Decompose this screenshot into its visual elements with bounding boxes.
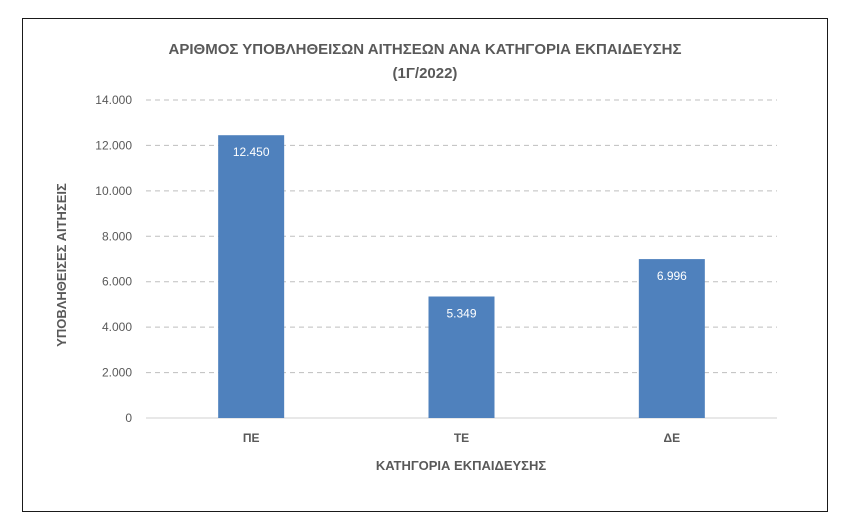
y-tick-label: 10.000 bbox=[95, 184, 132, 198]
y-tick-label: 0 bbox=[125, 411, 132, 425]
chart-title: ΑΡΙΘΜΟΣ ΥΠΟΒΛΗΘΕΙΣΩΝ ΑΙΤΗΣΕΩΝ ΑΝΑ ΚΑΤΗΓΟ… bbox=[23, 38, 827, 86]
x-tick-label: ΤΕ bbox=[454, 431, 469, 445]
y-tick-label: 14.000 bbox=[95, 93, 132, 107]
data-label: 6.996 bbox=[657, 269, 687, 283]
chart-frame: ΑΡΙΘΜΟΣ ΥΠΟΒΛΗΘΕΙΣΩΝ ΑΙΤΗΣΕΩΝ ΑΝΑ ΚΑΤΗΓΟ… bbox=[22, 18, 828, 512]
y-axis-title: ΥΠΟΒΛΗΘΕΙΣΕΣ ΑΙΤΗΣΕΙΣ bbox=[54, 183, 69, 347]
x-axis-tick-labels: ΠΕ ΤΕ ΔΕ bbox=[243, 431, 680, 445]
y-tick-label: 8.000 bbox=[102, 229, 132, 243]
x-axis-title: ΚΑΤΗΓΟΡΙΑ ΕΚΠΑΙΔΕΥΣΗΣ bbox=[376, 458, 547, 473]
bar-1 bbox=[218, 135, 285, 418]
y-axis-tick-labels: 0 2.000 4.000 6.000 8.000 10.000 12.000 14.000 bbox=[95, 93, 132, 425]
chart-title-line-1: ΑΡΙΘΜΟΣ ΥΠΟΒΛΗΘΕΙΣΩΝ ΑΙΤΗΣΕΩΝ ΑΝΑ ΚΑΤΗΓΟ… bbox=[168, 41, 682, 58]
x-tick-label: ΔΕ bbox=[664, 431, 681, 445]
y-tick-label: 4.000 bbox=[102, 320, 132, 334]
x-tick-label: ΠΕ bbox=[243, 431, 260, 445]
data-label: 5.349 bbox=[446, 307, 476, 321]
bars bbox=[218, 135, 705, 418]
bar-3 bbox=[638, 259, 705, 418]
chart-title-line-2: (1Γ/2022) bbox=[392, 65, 458, 82]
y-tick-label: 12.000 bbox=[95, 138, 132, 152]
data-label: 12.450 bbox=[233, 145, 270, 159]
data-labels: 12.450 5.349 6.996 bbox=[233, 145, 687, 320]
y-tick-label: 6.000 bbox=[102, 275, 132, 289]
y-tick-label: 2.000 bbox=[102, 366, 132, 380]
bar-chart-plot: 02.0004.0006.0008.00010.00012.00014.000 … bbox=[54, 93, 777, 473]
bar-2 bbox=[428, 296, 495, 418]
